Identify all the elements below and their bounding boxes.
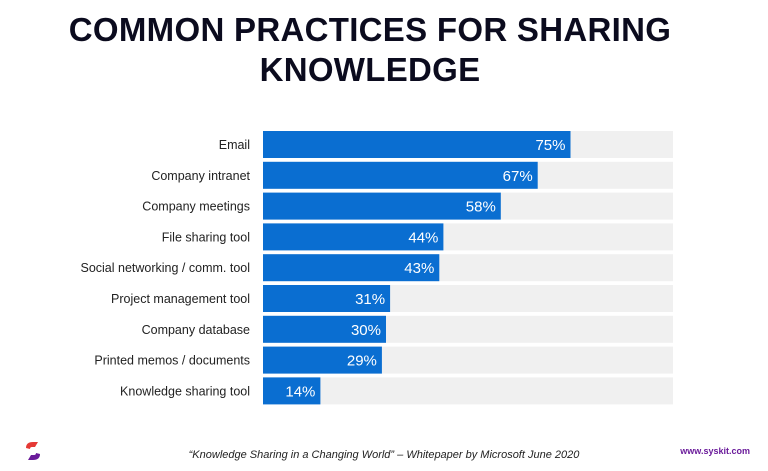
category-label: Project management tool — [111, 292, 250, 306]
title-line-1: COMMON PRACTICES FOR SHARING — [68, 11, 672, 48]
data-label: 43% — [404, 260, 434, 277]
data-label: 44% — [408, 229, 438, 246]
bar — [263, 254, 440, 282]
syskit-logo-icon — [26, 442, 40, 460]
bar-chart: Email 75% Company intranet 67% Company meeti… — [80, 131, 673, 405]
bar — [263, 285, 391, 312]
chart-title: COMMON PRACTICES FOR SHARING KNOWLEDGE — [0, 10, 740, 90]
bar — [263, 161, 538, 189]
data-label: 67% — [503, 168, 533, 185]
category-label: Email — [219, 138, 250, 152]
data-label: 29% — [347, 353, 377, 370]
bar-track — [263, 377, 673, 405]
bar — [263, 315, 386, 343]
data-label: 14% — [285, 383, 315, 400]
bar — [263, 223, 444, 251]
category-label: Social networking / comm. tool — [80, 261, 250, 275]
category-label: Company database — [142, 323, 250, 337]
website-link[interactable]: www.syskit.com — [680, 446, 750, 456]
category-label: Company intranet — [151, 169, 250, 183]
category-label: File sharing tool — [162, 230, 250, 244]
bar — [263, 346, 382, 374]
bar — [263, 131, 571, 158]
category-label: Knowledge sharing tool — [120, 384, 250, 398]
data-label: 75% — [535, 137, 565, 154]
category-label: Company meetings — [142, 200, 250, 214]
category-label: Printed memos / documents — [94, 354, 250, 368]
data-label: 58% — [466, 199, 496, 216]
bar — [263, 192, 501, 220]
data-label: 30% — [351, 322, 381, 339]
title-line-2: KNOWLEDGE — [259, 51, 481, 88]
data-label: 31% — [355, 291, 385, 308]
citation-text: “Knowledge Sharing in a Changing World” … — [188, 449, 580, 461]
bar — [263, 377, 321, 405]
